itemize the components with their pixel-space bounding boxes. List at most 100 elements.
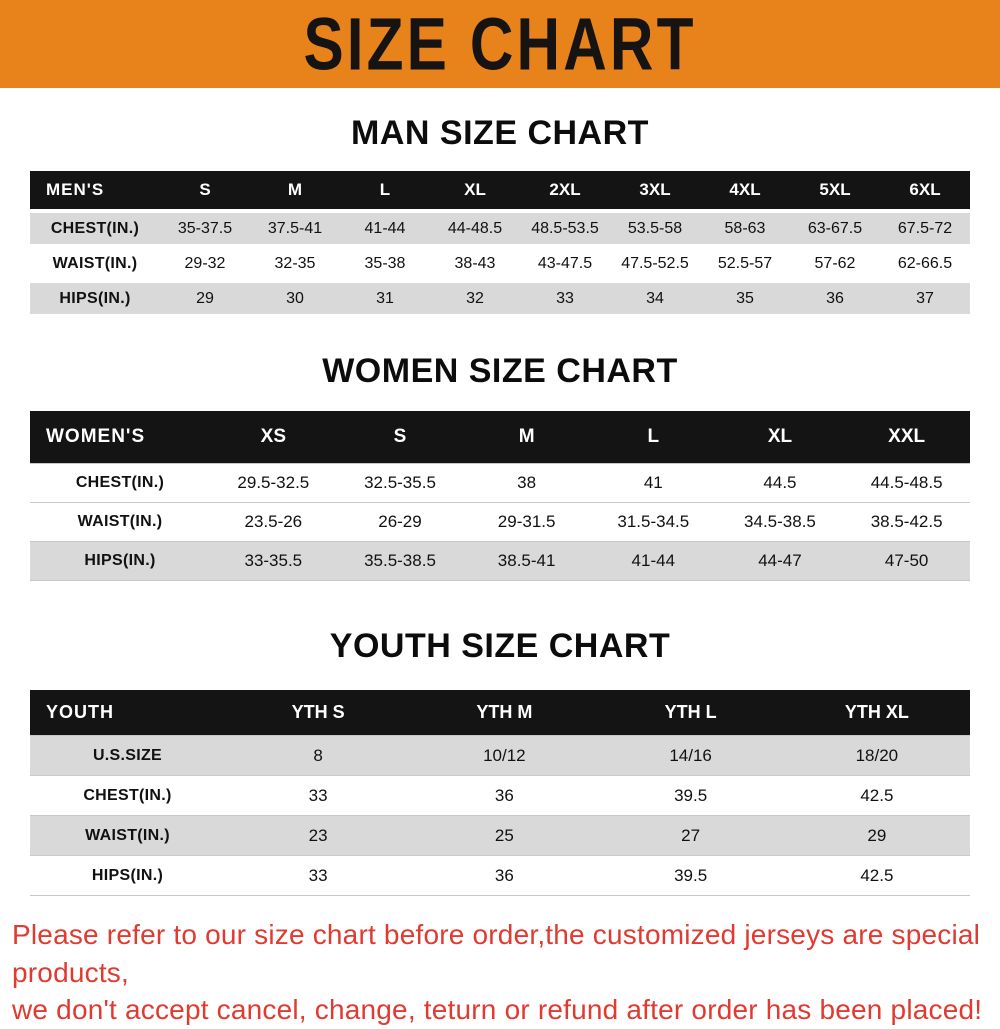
disclaimer-line-1: Please refer to our size chart before or… xyxy=(12,919,981,988)
size-cell: 33 xyxy=(225,855,412,896)
size-cell: 42.5 xyxy=(783,775,970,816)
size-cell: 42.5 xyxy=(783,855,970,896)
size-cell: 23.5-26 xyxy=(210,501,337,541)
size-cell: 57-62 xyxy=(790,248,880,279)
col-header: L xyxy=(340,171,430,209)
size-cell: 33 xyxy=(520,283,610,314)
row-label: WAIST(IN.) xyxy=(30,248,160,279)
col-header: 3XL xyxy=(610,171,700,209)
banner-title: SIZE CHART xyxy=(303,2,697,86)
size-cell: 37 xyxy=(880,283,970,314)
size-cell: 10/12 xyxy=(411,735,598,776)
size-cell: 58-63 xyxy=(700,213,790,244)
size-cell: 35-37.5 xyxy=(160,213,250,244)
man-section-heading: MAN SIZE CHART xyxy=(351,114,649,152)
size-cell: 41 xyxy=(589,462,717,502)
size-cell: 47.5-52.5 xyxy=(610,248,700,279)
size-cell: 32 xyxy=(430,283,520,314)
size-cell: 39.5 xyxy=(597,855,784,896)
men-size-table: MEN'S S M L XL 2XL 3XL 4XL 5XL 6XL CHEST… xyxy=(30,167,970,318)
col-header: YTH S xyxy=(225,689,412,736)
table-row: U.S.SIZE 8 10/12 14/16 18/20 xyxy=(30,735,970,776)
row-label: HIPS(IN.) xyxy=(30,855,225,896)
size-cell: 26-29 xyxy=(336,501,464,541)
size-cell: 29 xyxy=(160,283,250,314)
size-cell: 27 xyxy=(597,815,784,856)
size-cell: 29.5-32.5 xyxy=(210,462,337,502)
women-section-heading: WOMEN SIZE CHART xyxy=(322,352,678,390)
col-header: XL xyxy=(430,171,520,209)
size-cell: 23 xyxy=(225,815,412,856)
size-cell: 32.5-35.5 xyxy=(336,462,464,502)
size-cell: 38 xyxy=(463,462,590,502)
size-cell: 36 xyxy=(790,283,880,314)
size-cell: 53.5-58 xyxy=(610,213,700,244)
col-header: YTH XL xyxy=(783,689,970,736)
size-cell: 41-44 xyxy=(589,540,717,581)
women-size-table: WOMEN'S XS S M L XL XXL CHEST(IN.) 29.5-… xyxy=(30,411,970,581)
youth-section-heading: YOUTH SIZE CHART xyxy=(329,626,671,665)
size-cell: 38.5-42.5 xyxy=(843,501,970,541)
size-cell: 30 xyxy=(250,283,340,314)
col-header: S xyxy=(160,171,250,209)
size-cell: 33 xyxy=(225,775,412,816)
size-cell: 38.5-41 xyxy=(463,540,590,581)
row-label: U.S.SIZE xyxy=(30,735,225,776)
row-label: HIPS(IN.) xyxy=(30,540,210,581)
row-label: CHEST(IN.) xyxy=(30,462,210,502)
size-cell: 8 xyxy=(225,735,412,776)
size-cell: 67.5-72 xyxy=(880,213,970,244)
size-chart-banner: SIZE CHART xyxy=(0,0,1000,88)
size-cell: 44.5-48.5 xyxy=(843,462,970,502)
size-cell: 35 xyxy=(700,283,790,314)
col-header: YTH L xyxy=(597,689,784,736)
table-row: WAIST(IN.) 29-32 32-35 35-38 38-43 43-47… xyxy=(30,248,970,279)
size-cell: 41-44 xyxy=(340,213,430,244)
size-cell: 63-67.5 xyxy=(790,213,880,244)
size-cell: 18/20 xyxy=(783,735,970,776)
col-header: 6XL xyxy=(880,171,970,209)
size-cell: 33-35.5 xyxy=(210,540,337,581)
table-row: WAIST(IN.) 23 25 27 29 xyxy=(30,815,970,856)
col-header: M xyxy=(250,171,340,209)
youth-table-label: YOUTH xyxy=(30,689,225,736)
size-cell: 47-50 xyxy=(843,540,970,581)
size-cell: 62-66.5 xyxy=(880,248,970,279)
size-cell: 29-32 xyxy=(160,248,250,279)
table-row: HIPS(IN.) 33-35.5 35.5-38.5 38.5-41 41-4… xyxy=(30,540,970,581)
col-header: XS xyxy=(210,411,337,463)
row-label: HIPS(IN.) xyxy=(30,283,160,314)
size-cell: 35.5-38.5 xyxy=(336,540,464,581)
row-label: WAIST(IN.) xyxy=(30,501,210,541)
size-cell: 37.5-41 xyxy=(250,213,340,244)
size-cell: 43-47.5 xyxy=(520,248,610,279)
size-cell: 48.5-53.5 xyxy=(520,213,610,244)
size-cell: 44-48.5 xyxy=(430,213,520,244)
size-cell: 14/16 xyxy=(597,735,784,776)
col-header: 5XL xyxy=(790,171,880,209)
size-cell: 31 xyxy=(340,283,430,314)
col-header: 4XL xyxy=(700,171,790,209)
size-cell: 36 xyxy=(411,855,598,896)
size-cell: 39.5 xyxy=(597,775,784,816)
col-header: L xyxy=(589,411,717,463)
men-header-row: MEN'S S M L XL 2XL 3XL 4XL 5XL 6XL xyxy=(30,171,970,209)
col-header: M xyxy=(463,411,590,463)
disclaimer-line-2: we don't accept cancel, change, teturn o… xyxy=(12,994,983,1026)
size-cell: 52.5-57 xyxy=(700,248,790,279)
youth-header-row: YOUTH YTH S YTH M YTH L YTH XL xyxy=(30,689,970,736)
size-cell: 32-35 xyxy=(250,248,340,279)
size-cell: 34 xyxy=(610,283,700,314)
col-header: XL xyxy=(716,411,844,463)
size-cell: 29 xyxy=(783,815,970,856)
size-cell: 36 xyxy=(411,775,598,816)
size-cell: 25 xyxy=(411,815,598,856)
row-label: WAIST(IN.) xyxy=(30,815,225,856)
size-cell: 31.5-34.5 xyxy=(589,501,717,541)
women-header-row: WOMEN'S XS S M L XL XXL xyxy=(30,411,970,463)
men-table-label: MEN'S xyxy=(30,171,160,209)
col-header: XXL xyxy=(843,411,970,463)
col-header: 2XL xyxy=(520,171,610,209)
row-label: CHEST(IN.) xyxy=(30,775,225,816)
size-cell: 34.5-38.5 xyxy=(716,501,844,541)
